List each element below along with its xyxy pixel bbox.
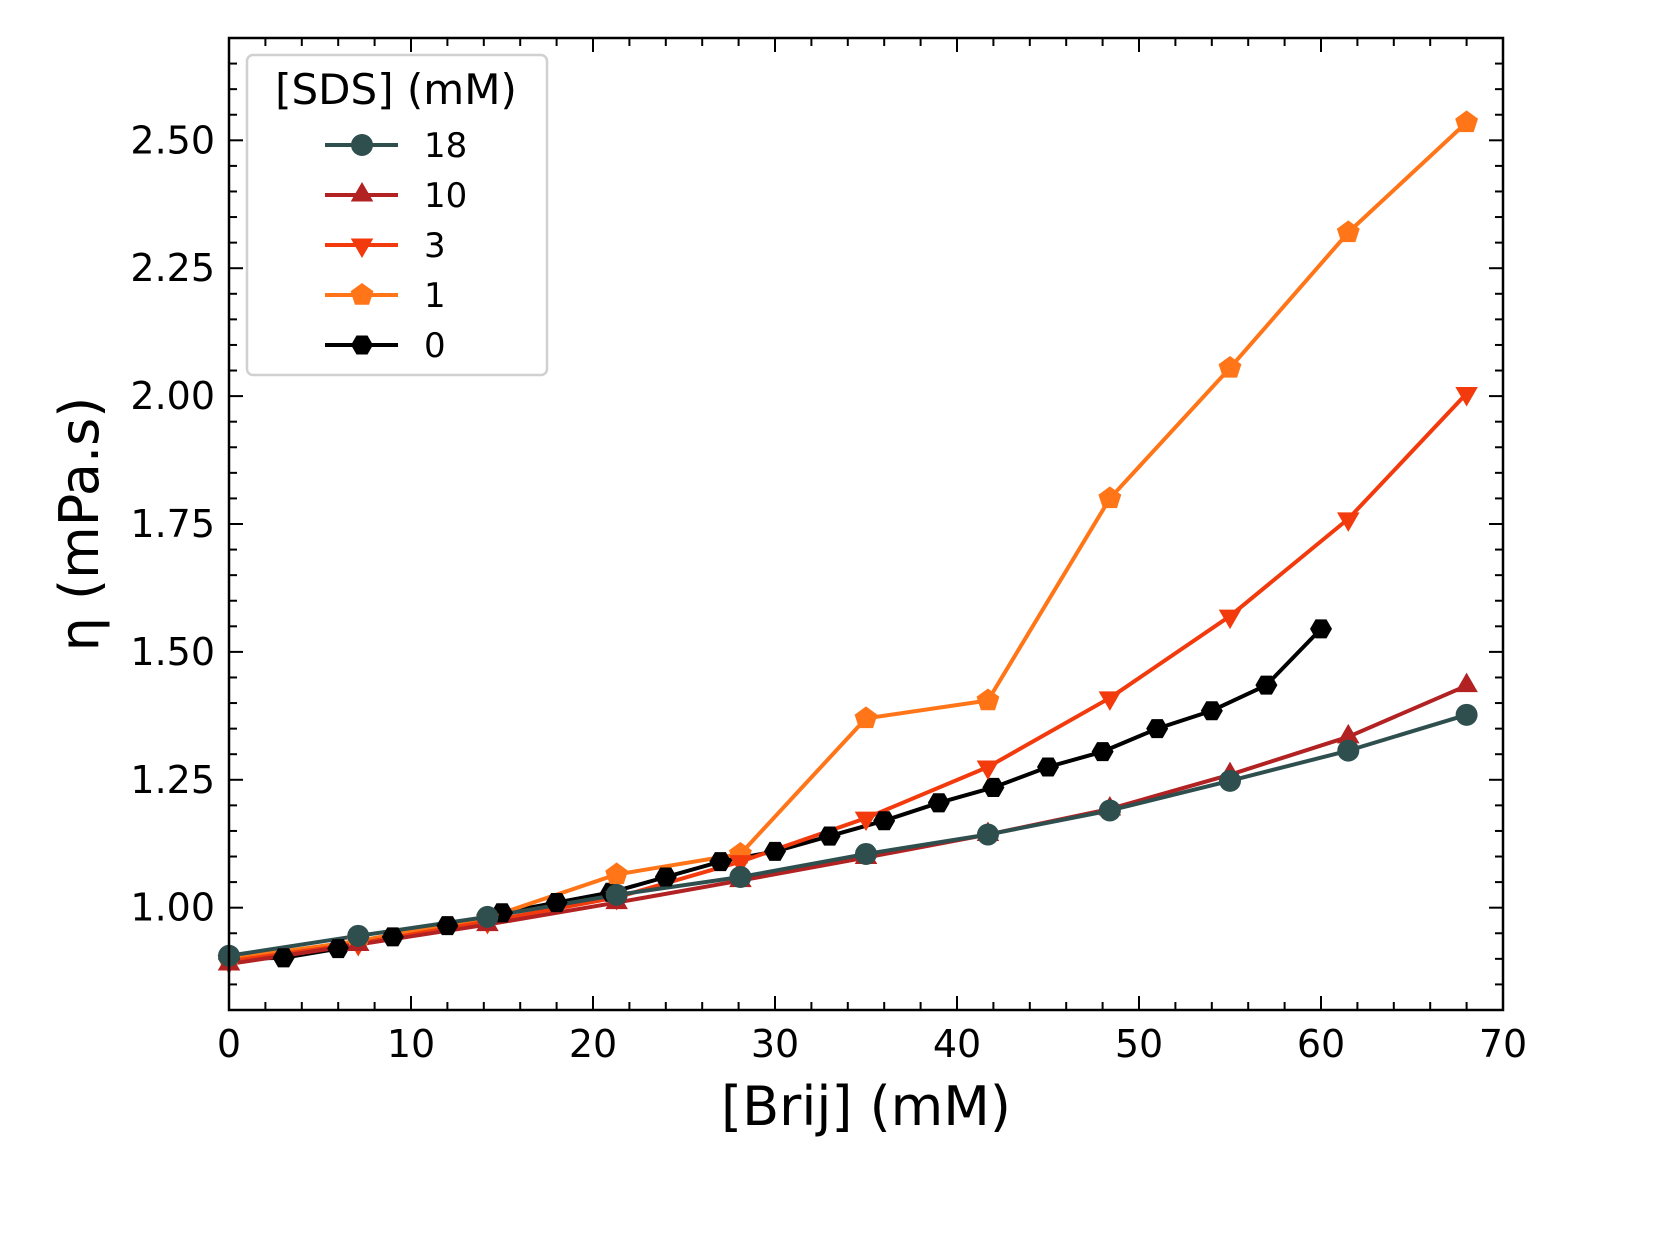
x-axis-title: [Brij] (mM)	[721, 1075, 1011, 1138]
plot-frame	[227, 36, 1505, 1012]
legend-marker-icon	[351, 134, 373, 156]
series-3-point	[1455, 387, 1478, 407]
series-18-line-group	[228, 712, 1468, 958]
series-1-point	[1218, 355, 1242, 378]
legend-item-1: 1	[325, 276, 446, 316]
series-1-point	[605, 862, 629, 885]
x-tick-label: 40	[933, 1022, 981, 1066]
series-3-point	[729, 855, 752, 875]
x-tick-label: 70	[1479, 1022, 1527, 1066]
legend-label: 18	[424, 126, 467, 166]
legend-label: 1	[424, 276, 446, 316]
y-tick-label: 1.50	[130, 630, 215, 674]
series-18-point	[855, 842, 877, 865]
series-1-point	[854, 706, 878, 729]
series-18-point	[476, 905, 499, 928]
legend-label: 3	[424, 226, 446, 266]
series-3-line-group	[228, 392, 1469, 964]
series-3-line	[228, 392, 1469, 964]
legend-title: [SDS] (mM)	[275, 65, 517, 114]
legend-label: 10	[424, 176, 467, 216]
series-0-point	[1091, 742, 1114, 762]
x-tick-label: 50	[1115, 1022, 1163, 1066]
series-18-point	[1337, 739, 1360, 762]
legend-label: 0	[424, 326, 446, 366]
series-0-point	[436, 916, 459, 936]
x-tick-label: 20	[569, 1022, 617, 1066]
series-0-point	[1310, 619, 1332, 639]
series-18-point	[1455, 703, 1478, 726]
series-10-point	[1337, 723, 1360, 744]
series-0-point	[873, 811, 896, 831]
y-tick-labels: 1.00 1.25 1.50 1.75 2.00 2.25 2.50	[130, 118, 215, 929]
series-0-point	[381, 927, 404, 947]
y-tick-label: 2.00	[130, 374, 215, 418]
series-18-point	[729, 865, 752, 888]
series-18-point	[1098, 799, 1121, 822]
legend-marker-icon	[350, 283, 374, 305]
series-18-markers	[218, 703, 1478, 967]
series-18-point	[1219, 769, 1241, 792]
y-tick-label: 2.25	[130, 246, 215, 290]
y-tick-label: 1.25	[130, 758, 215, 802]
legend-item-10: 10	[325, 176, 467, 216]
series-3-point	[976, 760, 1000, 780]
series-0-point	[1255, 675, 1278, 695]
series-0-point	[709, 852, 732, 872]
series-1-point	[1336, 220, 1360, 243]
series-0-point	[272, 948, 295, 968]
legend-item-3: 3	[325, 226, 446, 266]
series-0-point	[982, 777, 1005, 797]
legend-item-0: 0	[325, 326, 446, 366]
series-0-point	[1200, 701, 1223, 721]
series-0-point	[764, 841, 786, 861]
series-18-point	[976, 823, 999, 846]
series-3-point	[1337, 512, 1360, 532]
legend-box	[245, 53, 549, 377]
y-tick-label: 1.00	[130, 886, 215, 930]
series-3-point	[1218, 609, 1242, 630]
x-tick-labels: 0 10 20 30 40 50 60 70	[217, 1022, 1527, 1066]
series-10-point	[1455, 672, 1478, 693]
series-3-point	[854, 811, 878, 832]
series-markers	[217, 110, 1479, 975]
series-0-point	[927, 793, 950, 813]
x-tick-label: 0	[217, 1022, 241, 1066]
legend-item-18: 18	[325, 126, 467, 166]
x-tick-label: 10	[387, 1022, 435, 1066]
series-18-point	[605, 883, 628, 906]
legend-marker-icon	[350, 238, 374, 258]
y-tick-label: 2.50	[130, 118, 215, 162]
series-1-point	[976, 688, 1000, 711]
y-axis-title: η (mPa.s)	[48, 397, 111, 652]
legend-marker-icon	[350, 182, 374, 202]
series-0-point	[1037, 757, 1059, 777]
series-18-point	[347, 924, 370, 947]
x-tick-label: 60	[1297, 1022, 1345, 1066]
x-tick-label: 30	[751, 1022, 799, 1066]
series-0-point	[654, 867, 677, 887]
series-0-point	[1146, 719, 1169, 739]
series-10-markers	[217, 672, 1478, 971]
series-3-markers	[217, 387, 1478, 975]
series-0-point	[545, 893, 568, 913]
series-1-point	[1455, 110, 1479, 133]
y-tick-label: 1.75	[130, 502, 215, 546]
series-0-markers	[218, 619, 1332, 969]
series-18-line	[228, 712, 1468, 958]
series-1-point	[1098, 486, 1122, 509]
series-3-point	[1098, 691, 1122, 711]
series-0-point	[818, 826, 841, 846]
series-0-point	[327, 939, 350, 959]
legend-marker-icon	[351, 335, 373, 355]
